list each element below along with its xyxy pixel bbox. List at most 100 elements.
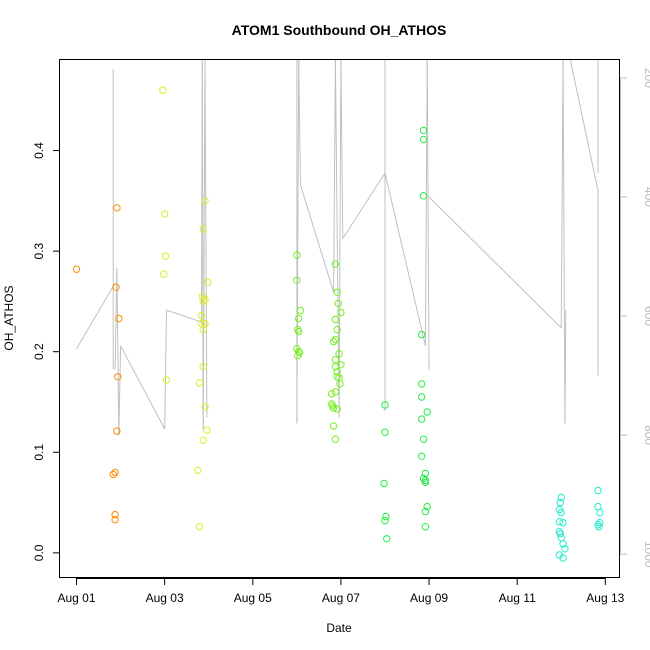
data-point	[197, 319, 206, 328]
data-point	[295, 349, 304, 357]
data-point	[333, 288, 341, 296]
data-point	[557, 493, 565, 502]
data-point	[423, 408, 431, 416]
data-point	[201, 319, 209, 328]
data-point	[295, 314, 303, 323]
right-tick-label: 200	[642, 68, 650, 88]
data-point	[159, 86, 167, 94]
data-point	[418, 330, 426, 339]
data-point	[329, 422, 338, 430]
data-point	[419, 192, 428, 200]
data-point	[331, 435, 340, 443]
data-point	[596, 508, 604, 517]
data-point	[331, 356, 340, 364]
data-point	[336, 380, 344, 388]
data-point	[111, 468, 119, 477]
data-point	[293, 251, 301, 259]
data-point	[328, 390, 336, 398]
data-point	[381, 428, 389, 436]
data-point	[335, 350, 343, 358]
data-point	[331, 315, 340, 324]
data-point	[114, 373, 122, 381]
data-point	[421, 469, 430, 478]
altitude-segment	[116, 268, 120, 436]
altitude-segment	[338, 59, 342, 418]
data-point	[557, 508, 565, 517]
x-axis-title: Date	[326, 621, 352, 635]
data-point	[329, 404, 338, 412]
data-point	[419, 126, 428, 135]
altitude-segment	[164, 310, 167, 430]
data-point	[111, 516, 119, 524]
data-point	[203, 426, 211, 434]
data-point	[418, 393, 426, 401]
data-point	[383, 535, 391, 543]
data-point	[596, 519, 604, 527]
data-point	[421, 507, 430, 516]
data-point	[198, 292, 207, 301]
plot-frame	[59, 59, 620, 578]
data-point	[556, 498, 564, 507]
data-point	[112, 283, 120, 291]
data-point	[199, 363, 207, 371]
data-point	[296, 306, 305, 315]
altitude-segment	[426, 59, 430, 370]
data-point	[295, 348, 303, 356]
data-point	[201, 403, 209, 411]
data-point	[331, 363, 340, 371]
data-point	[111, 510, 119, 519]
data-point	[194, 466, 202, 475]
altitude-segment	[428, 196, 562, 329]
data-point	[331, 388, 340, 396]
data-point	[161, 252, 170, 260]
data-point	[419, 474, 428, 483]
x-tick-label: Aug 11	[499, 591, 536, 605]
data-point	[595, 523, 603, 531]
altitude-segment	[202, 59, 206, 430]
x-tick-label: Aug 01	[58, 591, 96, 605]
data-point	[419, 435, 428, 443]
chart-title: ATOM1 Southbound OH_ATHOS	[232, 22, 447, 38]
data-point	[72, 265, 81, 273]
y-tick-label: 0.4	[32, 142, 46, 159]
data-point	[381, 517, 389, 525]
altitude-line	[76, 59, 599, 436]
altitude-segment	[560, 59, 564, 328]
data-point	[199, 225, 207, 233]
altitude-segment	[300, 184, 335, 293]
altitude-segment	[384, 172, 426, 346]
data-point	[557, 534, 565, 542]
x-tick-label: Aug 05	[234, 591, 272, 605]
y-axis-title: OH_ATHOS	[2, 285, 16, 350]
y-tick-label: 0.0	[32, 544, 46, 561]
data-point	[382, 512, 390, 521]
data-point	[199, 436, 207, 444]
altitude-segment	[564, 310, 567, 424]
right-tick-label: 400	[642, 187, 650, 207]
x-tick-label: Aug 13	[586, 591, 624, 605]
data-point	[559, 554, 567, 562]
data-point	[293, 276, 301, 284]
data-point	[331, 260, 340, 268]
altitude-segment	[204, 59, 208, 418]
data-point	[380, 479, 388, 488]
x-tick-label: Aug 09	[410, 591, 448, 605]
y-tick-label: 0.1	[32, 444, 46, 461]
altitude-segment	[166, 309, 202, 323]
data-point	[204, 278, 212, 286]
data-points	[72, 86, 604, 562]
data-point	[337, 308, 345, 317]
data-point	[199, 297, 207, 306]
altitude-segment	[76, 283, 116, 350]
data-point	[329, 337, 338, 346]
data-point	[418, 452, 426, 460]
data-point	[381, 401, 389, 409]
data-point	[113, 204, 121, 212]
data-point	[418, 380, 426, 388]
data-point	[594, 486, 602, 495]
right-tick-label: 800	[642, 425, 650, 445]
data-point	[109, 470, 117, 479]
data-point	[333, 325, 341, 334]
data-point	[333, 405, 341, 413]
